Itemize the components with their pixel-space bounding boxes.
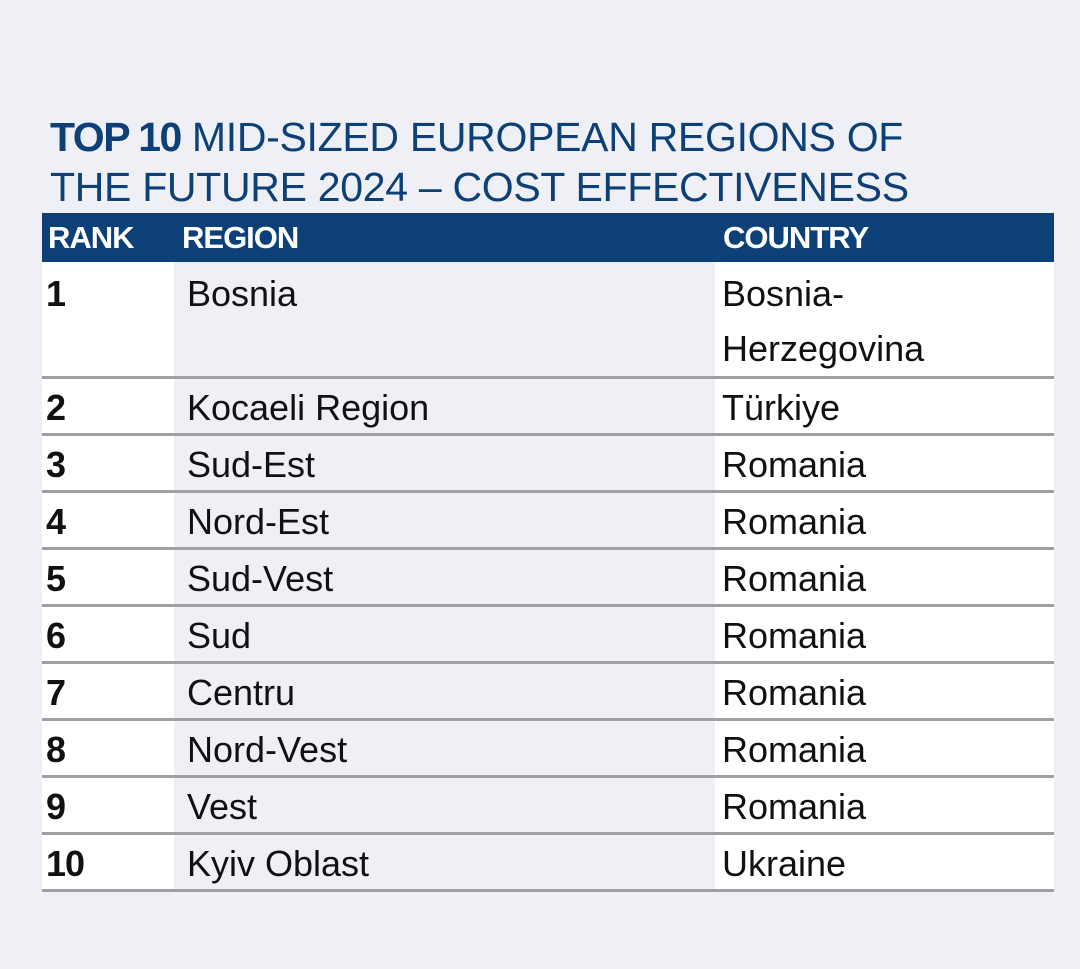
country-cell: Ukraine — [715, 833, 1054, 892]
page-title: TOP 10 MID-SIZED EUROPEAN REGIONS OF THE… — [50, 112, 1060, 212]
rank-cell: 7 — [42, 662, 174, 721]
country-cell: Romania — [715, 491, 1054, 550]
region-cell: Sud — [174, 605, 715, 664]
table-row: 3 Sud-Est Romania — [42, 434, 1054, 493]
table-row: 9 Vest Romania — [42, 776, 1054, 835]
header-rank: RANK — [42, 213, 174, 262]
region-cell: Kocaeli Region — [174, 377, 715, 436]
title-line-1-rest: MID-SIZED EUROPEAN REGIONS OF — [180, 114, 904, 160]
rank-cell: 3 — [42, 434, 174, 493]
table-row: 2 Kocaeli Region Türkiye — [42, 377, 1054, 436]
table-row: 8 Nord-Vest Romania — [42, 719, 1054, 778]
rank-cell: 5 — [42, 548, 174, 607]
region-cell: Sud-Est — [174, 434, 715, 493]
country-cell: Romania — [715, 776, 1054, 835]
rank-cell: 8 — [42, 719, 174, 778]
country-cell: Türkiye — [715, 377, 1054, 436]
region-cell: Centru — [174, 662, 715, 721]
country-cell: Romania — [715, 548, 1054, 607]
table-header: RANK REGION COUNTRY — [42, 213, 1054, 262]
header-country: COUNTRY — [715, 213, 1054, 262]
title-bold: TOP 10 — [50, 114, 182, 160]
country-cell: Romania — [715, 662, 1054, 721]
rank-cell: 2 — [42, 377, 174, 436]
table-row: 5 Sud-Vest Romania — [42, 548, 1054, 607]
table-row: 10 Kyiv Oblast Ukraine — [42, 833, 1054, 892]
table-row: 6 Sud Romania — [42, 605, 1054, 664]
rank-cell: 6 — [42, 605, 174, 664]
rank-cell: 9 — [42, 776, 174, 835]
title-line-1: TOP 10 MID-SIZED EUROPEAN REGIONS OF — [50, 112, 1060, 162]
region-cell: Nord-Est — [174, 491, 715, 550]
header-region: REGION — [174, 213, 715, 262]
table-row: 7 Centru Romania — [42, 662, 1054, 721]
region-cell: Kyiv Oblast — [174, 833, 715, 892]
title-line-2: THE FUTURE 2024 – COST EFFECTIVENESS — [50, 164, 909, 210]
region-cell: Vest — [174, 776, 715, 835]
table-row: 4 Nord-Est Romania — [42, 491, 1054, 550]
country-cell: Romania — [715, 719, 1054, 778]
region-cell: Sud-Vest — [174, 548, 715, 607]
region-cell: Nord-Vest — [174, 719, 715, 778]
table-row: 1 Bosnia Bosnia- Herzegovina — [42, 262, 1054, 379]
rank-cell: 4 — [42, 491, 174, 550]
rank-cell: 1 — [42, 262, 174, 379]
region-cell: Bosnia — [174, 262, 715, 379]
rank-cell: 10 — [42, 833, 174, 892]
country-cell: Romania — [715, 434, 1054, 493]
ranking-table: RANK REGION COUNTRY 1 Bosnia Bosnia- Herzeg… — [42, 213, 1054, 892]
country-cell: Bosnia- Herzegovina — [715, 262, 1054, 379]
country-cell: Romania — [715, 605, 1054, 664]
